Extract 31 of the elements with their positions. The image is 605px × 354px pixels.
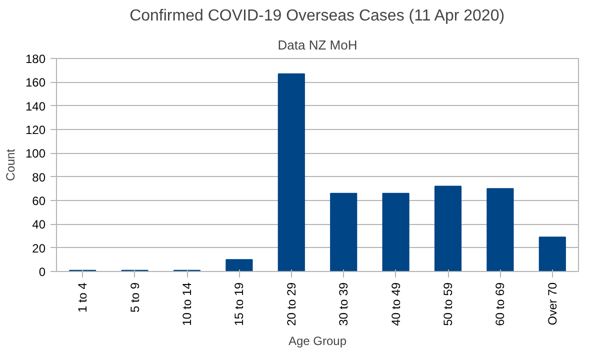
x-axis-title: Age Group bbox=[288, 334, 347, 348]
y-tick-label: 60 bbox=[32, 194, 46, 208]
y-tick-label: 160 bbox=[25, 76, 46, 90]
bar bbox=[226, 259, 253, 272]
x-tick-label: 40 to 49 bbox=[388, 282, 403, 326]
x-tick-label: 30 to 39 bbox=[336, 282, 351, 326]
x-tick-label: 50 to 59 bbox=[441, 282, 455, 326]
bar bbox=[538, 236, 566, 272]
bar bbox=[486, 188, 514, 272]
x-tick-label: Over 70 bbox=[545, 282, 560, 326]
y-tick-label: 80 bbox=[32, 170, 46, 184]
y-tick-label: 0 bbox=[38, 265, 46, 279]
y-tick-label: 40 bbox=[32, 218, 46, 232]
x-tick-label: 20 to 29 bbox=[284, 282, 298, 326]
x-tick-label: 1 to 4 bbox=[76, 282, 90, 313]
chart-title: Confirmed COVID-19 Overseas Cases (11 Apr 2020) bbox=[130, 8, 505, 24]
x-tick-label: 15 to 19 bbox=[232, 282, 246, 326]
chart-subtitle: Data NZ MoH bbox=[278, 38, 358, 52]
x-tick-label: 5 to 9 bbox=[128, 282, 142, 313]
y-tick-label: 180 bbox=[25, 52, 46, 66]
y-tick-label: 20 bbox=[32, 241, 46, 256]
x-tick-label: 10 to 14 bbox=[180, 282, 194, 326]
x-tick-label: 60 to 69 bbox=[493, 282, 508, 326]
bar bbox=[278, 73, 305, 272]
y-tick-label: 100 bbox=[25, 146, 46, 161]
y-axis-title: Count bbox=[3, 148, 18, 182]
bar bbox=[382, 192, 410, 272]
y-tick-label: 120 bbox=[25, 123, 46, 137]
bar bbox=[434, 186, 462, 272]
bar bbox=[330, 192, 358, 272]
y-tick-label: 140 bbox=[25, 99, 46, 114]
